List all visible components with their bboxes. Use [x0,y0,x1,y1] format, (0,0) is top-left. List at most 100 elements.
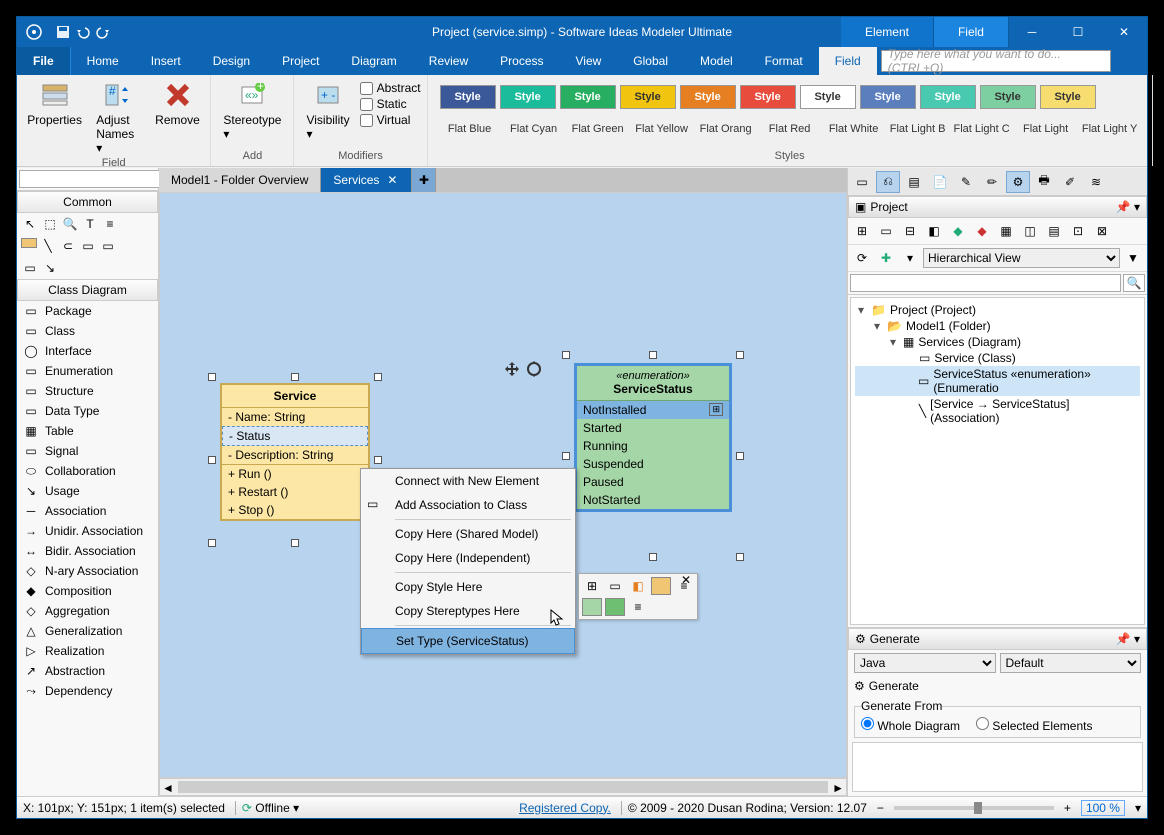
tool-n-ary-association[interactable]: ◇N-ary Association [17,561,158,581]
tool-data-type[interactable]: ▭Data Type [17,401,158,421]
rtb-3[interactable]: ▤ [902,171,926,193]
zoom-value[interactable]: 100 % [1081,800,1125,816]
stereotype-button[interactable]: «»+Stereotype▾ [217,77,287,143]
enum-value[interactable]: Paused [577,473,729,491]
rtb-4[interactable]: 📄 [928,171,952,193]
style-flat-green[interactable]: Style [560,85,616,109]
tool-collaboration[interactable]: ⬭Collaboration [17,461,158,481]
style-flat-blue[interactable]: Style [440,85,496,109]
enum-value[interactable]: NotStarted [577,491,729,509]
tree-node[interactable]: ▭Service (Class) [855,350,1140,366]
attr-row[interactable]: - Status [222,426,368,446]
tool-association[interactable]: ─Association [17,501,158,521]
tool-generalization[interactable]: △Generalization [17,621,158,641]
menu-home[interactable]: Home [71,47,135,75]
undo-icon[interactable] [75,24,91,40]
menu-design[interactable]: Design [197,47,266,75]
rtb-9[interactable]: ✐ [1058,171,1082,193]
generate-button[interactable]: ⚙Generate [848,676,1147,696]
op-row[interactable]: + Run () [222,465,368,483]
menu-format[interactable]: Format [749,47,819,75]
rtb-7[interactable]: ⚙ [1006,171,1030,193]
tool-realization[interactable]: ▷Realization [17,641,158,661]
op-row[interactable]: + Restart () [222,483,368,501]
adjust-names-button[interactable]: #AdjustNames ▾ [90,77,146,157]
tool-aggregation[interactable]: ◇Aggregation [17,601,158,621]
static-checkbox[interactable]: Static [360,97,421,111]
project-search[interactable] [850,274,1121,292]
remove-button[interactable]: Remove [151,77,205,129]
tool-class[interactable]: ▭Class [17,321,158,341]
abstract-checkbox[interactable]: Abstract [360,81,421,95]
ctx-copy-stereptypes-here[interactable]: Copy Stereptypes Here [361,599,575,623]
ctx-copy-here-shared-model-[interactable]: Copy Here (Shared Model) [361,522,575,546]
view-mode-select[interactable]: Hierarchical View [923,248,1120,268]
menu-project[interactable]: Project [266,47,335,75]
tree-node[interactable]: ▭ServiceStatus «enumeration» (Enumeratio [855,366,1140,396]
command-search[interactable]: Type here what you want to do... (CTRL+Q… [881,50,1111,72]
common-header[interactable]: Common [17,191,158,213]
zoom-out-button[interactable]: − [877,801,884,815]
classdiagram-header[interactable]: Class Diagram [17,279,158,301]
tool-unidir-association[interactable]: →Unidir. Association [17,521,158,541]
template-select[interactable]: Default [1000,653,1142,673]
rtb-10[interactable]: ≋ [1084,171,1108,193]
tree-node[interactable]: ▾📁Project (Project) [855,302,1140,318]
move-handle-icon[interactable] [504,361,542,377]
tool-table[interactable]: ▦Table [17,421,158,441]
project-tree[interactable]: ▾📁Project (Project)▾📂Model1 (Folder)▾▦Se… [850,297,1145,625]
menu-global[interactable]: Global [617,47,684,75]
enum-value[interactable]: Suspended [577,455,729,473]
enum-value[interactable]: Running [577,437,729,455]
rtb-1[interactable]: ▭ [850,171,874,193]
quick-style-toolbar[interactable]: ✕ ⊞▭◧ ≡ ≡ [578,573,698,620]
style-flat-white[interactable]: Style [800,85,856,109]
maximize-button[interactable]: ☐ [1055,17,1101,47]
attr-row[interactable]: - Description: String [222,446,368,464]
tool-abstraction[interactable]: ↗Abstraction [17,661,158,681]
ctx-add-association-to-class[interactable]: Add Association to Class▭ [361,493,575,517]
rtb-8[interactable]: 🖶 [1032,171,1056,193]
style-flat-yellow[interactable]: Style [620,85,676,109]
servicestatus-enum[interactable]: «enumeration»ServiceStatus NotInstalled⊞… [574,363,732,512]
rtb-6[interactable]: ✏ [980,171,1004,193]
zoom-in-button[interactable]: + [1064,801,1071,815]
tool-usage[interactable]: ↘Usage [17,481,158,501]
tool-bidir-association[interactable]: ↔Bidir. Association [17,541,158,561]
menu-process[interactable]: Process [484,47,559,75]
style-flat-red[interactable]: Style [740,85,796,109]
diagram-canvas[interactable]: Service - Name: String- Status- Descript… [159,192,847,778]
style-flat-orang[interactable]: Style [680,85,736,109]
zoom-slider[interactable] [894,806,1054,810]
redo-icon[interactable] [95,24,111,40]
visibility-button[interactable]: + -Visibility▾ [300,77,355,143]
rtb-2[interactable]: ⎌ [876,171,900,193]
tab-services[interactable]: Services✕ [321,168,412,192]
op-row[interactable]: + Stop () [222,501,368,519]
context-tab-field[interactable]: Field [934,17,1009,47]
tool-enumeration[interactable]: ▭Enumeration [17,361,158,381]
enum-value[interactable]: Started [577,419,729,437]
menu-view[interactable]: View [560,47,618,75]
service-class[interactable]: Service - Name: String- Status- Descript… [220,383,370,521]
language-select[interactable]: Java [854,653,996,673]
ctx-copy-style-here[interactable]: Copy Style Here [361,575,575,599]
filter-icon[interactable]: ▼ [1122,248,1144,268]
menu-review[interactable]: Review [413,47,484,75]
tree-node[interactable]: ╲[Service → ServiceStatus] (Association) [855,396,1140,426]
virtual-checkbox[interactable]: Virtual [360,113,421,127]
tree-node[interactable]: ▾▦Services (Diagram) [855,334,1140,350]
ctx-set-type-servicestatus-[interactable]: Set Type (ServiceStatus) [361,628,575,654]
tool-structure[interactable]: ▭Structure [17,381,158,401]
menu-file[interactable]: File [17,47,71,75]
minimize-button[interactable]: ─ [1009,17,1055,47]
save-icon[interactable] [55,24,71,40]
rtb-5[interactable]: ✎ [954,171,978,193]
zoom-dropdown-icon[interactable]: ▾ [1135,801,1141,815]
close-icon[interactable]: ✕ [677,573,695,587]
tool-dependency[interactable]: ⤳Dependency [17,681,158,701]
style-flat-light[interactable]: Style [980,85,1036,109]
menu-diagram[interactable]: Diagram [335,47,412,75]
style-flat-light-y[interactable]: Style [1040,85,1096,109]
tool-interface[interactable]: ◯Interface [17,341,158,361]
